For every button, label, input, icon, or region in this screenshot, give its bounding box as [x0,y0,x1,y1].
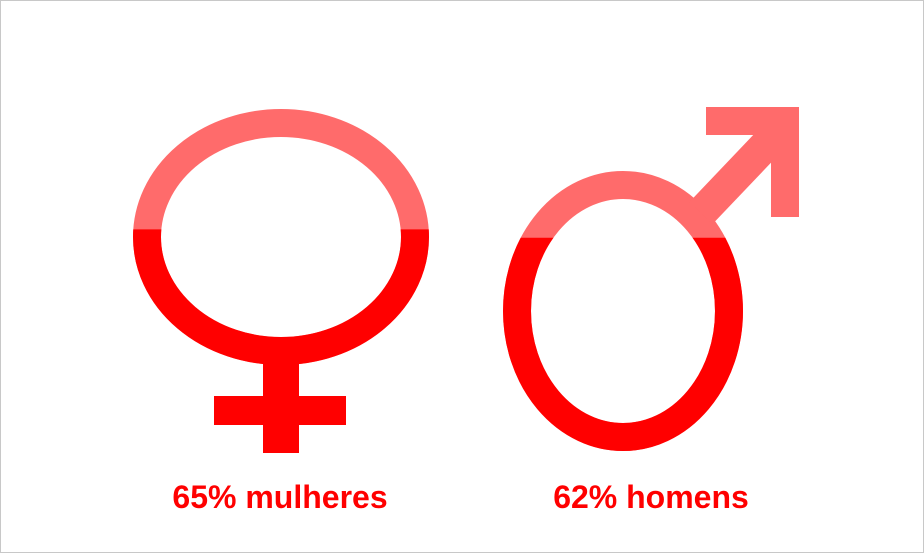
female-symbol-icon [133,109,429,453]
male-symbol-unfilled [503,107,799,451]
female-percentage-label: 65% mulheres [172,479,388,515]
male-symbol-filled [503,237,743,451]
male-percentage-label: 62% homens [553,479,749,515]
female-symbol-filled [133,229,429,453]
male-symbol-icon [503,107,799,451]
